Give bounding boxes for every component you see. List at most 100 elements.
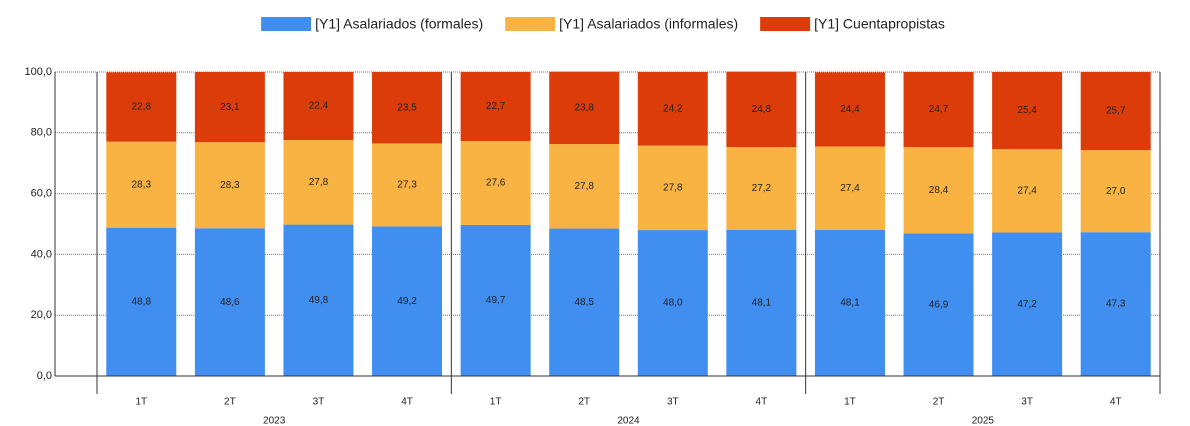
bar-segment <box>283 140 354 225</box>
bar-segment <box>460 224 531 376</box>
x-tick-label: 4T <box>1110 397 1122 408</box>
bar-segment <box>726 147 797 230</box>
bar-segment <box>106 72 177 142</box>
value-label: 27,8 <box>663 182 683 193</box>
bar-segment <box>372 72 443 144</box>
bar-segment <box>637 145 708 231</box>
value-label: 49,8 <box>309 295 329 306</box>
bar-segment <box>460 72 531 142</box>
y-tick-label: 40,0 <box>31 248 52 260</box>
value-label: 48,0 <box>663 298 683 309</box>
value-label: 24,8 <box>752 104 772 115</box>
value-label: 27,3 <box>397 180 417 191</box>
value-label: 47,3 <box>1106 299 1126 310</box>
bar-segment <box>992 149 1063 233</box>
bar-segment <box>372 226 443 376</box>
x-tick-label: 2T <box>578 397 590 408</box>
group-label: 2025 <box>972 416 995 426</box>
group-label: 2023 <box>263 416 286 426</box>
bar-segment <box>106 141 177 228</box>
x-tick-label: 3T <box>1021 397 1033 408</box>
legend-label: [Y1] Asalariados (informales) <box>559 16 738 32</box>
value-label: 27,8 <box>309 177 329 188</box>
y-tick-label: 20,0 <box>31 309 52 321</box>
x-tick-label: 3T <box>667 397 679 408</box>
x-tick-label: 1T <box>490 397 502 408</box>
bar-segment <box>549 71 620 145</box>
y-tick-label: 80,0 <box>31 127 52 139</box>
value-label: 27,2 <box>752 183 772 194</box>
value-label: 23,1 <box>220 102 240 113</box>
bar-segment <box>283 72 354 141</box>
bar-segment <box>549 228 620 376</box>
value-label: 49,2 <box>397 296 417 307</box>
value-label: 27,4 <box>840 183 860 194</box>
value-label: 23,8 <box>574 103 594 114</box>
legend-swatch <box>261 17 312 31</box>
value-label: 22,8 <box>132 102 152 113</box>
value-label: 27,6 <box>486 178 506 189</box>
bar-segment <box>549 144 620 229</box>
bar-segment <box>1080 150 1151 233</box>
x-tick-label: 2T <box>933 397 945 408</box>
bar-segment <box>637 230 708 376</box>
x-tick-label: 3T <box>313 397 325 408</box>
value-label: 48,5 <box>574 297 594 308</box>
legend-swatch <box>760 17 811 31</box>
x-tick-label: 4T <box>401 397 413 408</box>
x-tick-label: 1T <box>844 397 856 408</box>
x-tick-label: 4T <box>756 397 768 408</box>
value-label: 47,2 <box>1017 299 1037 310</box>
bar-segment <box>1080 72 1151 151</box>
bar-segment <box>726 229 797 376</box>
bar-segment <box>903 147 974 234</box>
bar-segment <box>1080 232 1151 376</box>
x-tick-label: 2T <box>224 397 236 408</box>
value-label: 49,7 <box>486 295 506 306</box>
value-label: 48,6 <box>220 297 240 308</box>
bar-segment <box>106 227 177 376</box>
value-label: 28,4 <box>929 185 949 196</box>
bar-segment <box>903 233 974 376</box>
y-tick-label: 60,0 <box>31 188 52 200</box>
value-label: 27,0 <box>1106 186 1126 197</box>
value-label: 24,4 <box>840 104 860 115</box>
y-tick-label: 0,0 <box>37 370 52 382</box>
legend-label: [Y1] Asalariados (formales) <box>315 16 483 32</box>
bar-segment <box>372 143 443 227</box>
bar-segment <box>992 232 1063 376</box>
x-tick-label: 1T <box>135 397 147 408</box>
value-label: 46,9 <box>929 299 949 310</box>
bar-segment <box>637 72 708 146</box>
value-label: 24,7 <box>929 104 949 115</box>
bar-segment <box>903 72 974 148</box>
value-label: 25,7 <box>1106 106 1126 117</box>
bar-segment <box>814 72 885 147</box>
bar-segment <box>194 142 265 229</box>
value-label: 48,8 <box>132 296 152 307</box>
value-label: 48,1 <box>752 298 772 309</box>
bar-segment <box>194 228 265 376</box>
bar-segment <box>814 229 885 376</box>
value-label: 28,3 <box>220 180 240 191</box>
value-label: 27,4 <box>1017 186 1037 197</box>
legend-label: [Y1] Cuentapropistas <box>814 16 945 32</box>
value-label: 25,4 <box>1017 105 1037 116</box>
bar-segment <box>814 146 885 230</box>
value-label: 27,8 <box>574 181 594 192</box>
legend-swatch <box>505 17 556 31</box>
bar-segment <box>283 224 354 376</box>
bar-segment <box>992 72 1063 150</box>
group-label: 2024 <box>617 416 640 426</box>
value-label: 22,7 <box>486 101 506 112</box>
value-label: 23,5 <box>397 102 417 113</box>
value-label: 22,4 <box>309 101 329 112</box>
bar-segment <box>194 72 265 143</box>
bar-segment <box>726 71 797 148</box>
y-tick-label: 100,0 <box>24 66 52 78</box>
value-label: 28,3 <box>132 179 152 190</box>
bar-segment <box>460 141 531 225</box>
value-label: 24,2 <box>663 103 683 114</box>
value-label: 48,1 <box>840 298 860 309</box>
